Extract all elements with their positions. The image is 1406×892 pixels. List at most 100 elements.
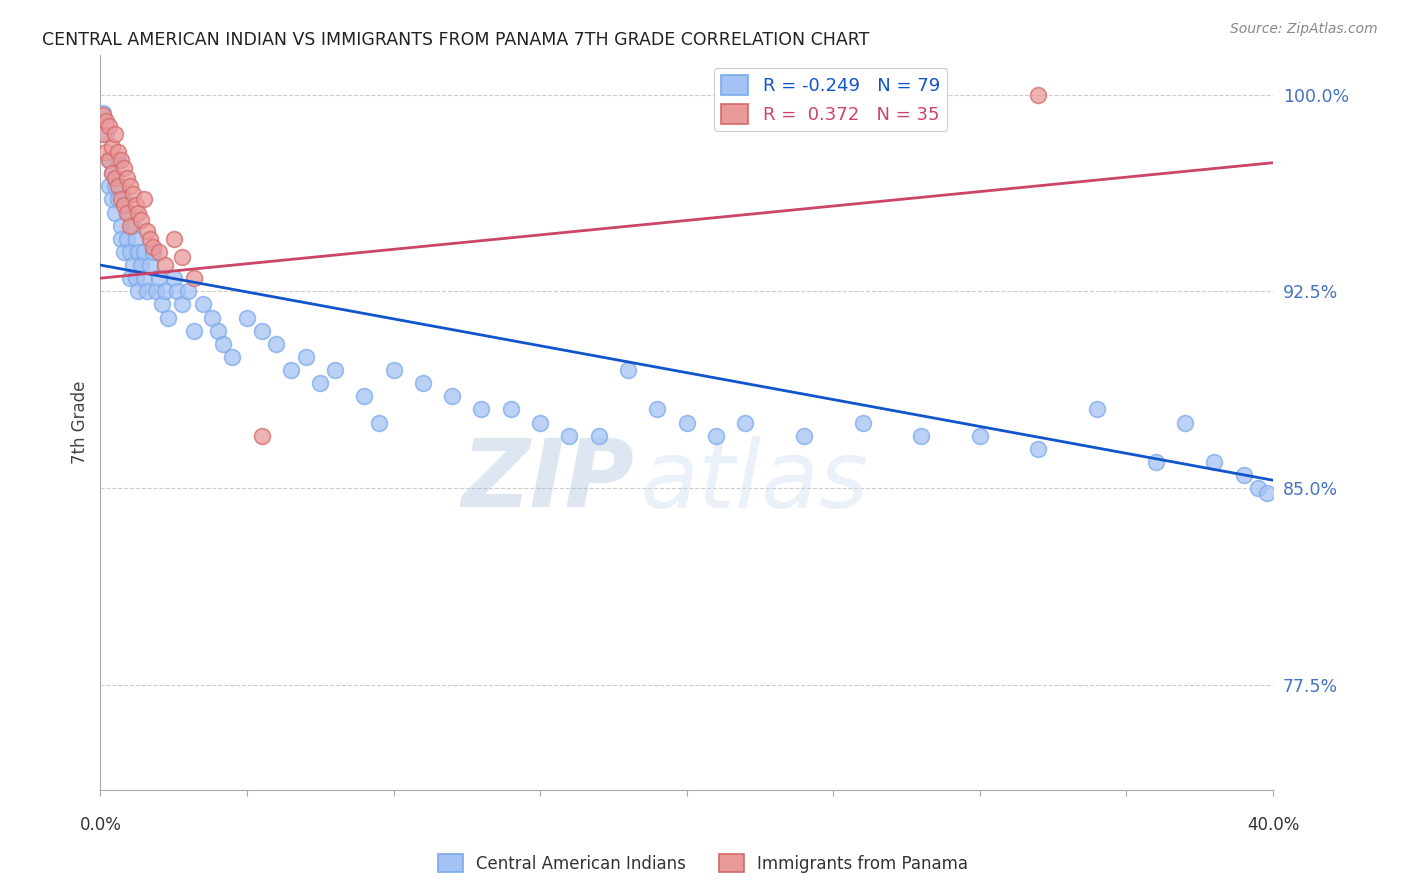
Point <box>150 297 173 311</box>
Point <box>309 376 332 391</box>
Point <box>910 428 932 442</box>
Point <box>1085 402 1108 417</box>
Point <box>675 416 697 430</box>
Point <box>91 127 114 141</box>
Point <box>734 416 756 430</box>
Text: 40.0%: 40.0% <box>1247 816 1299 834</box>
Point <box>96 145 118 160</box>
Point <box>127 285 149 299</box>
Point <box>704 428 727 442</box>
Point <box>110 193 132 207</box>
Point <box>201 310 224 325</box>
Legend: R = -0.249   N = 79, R =  0.372   N = 35: R = -0.249 N = 79, R = 0.372 N = 35 <box>714 68 948 131</box>
Point <box>148 271 170 285</box>
Point <box>91 106 114 120</box>
Text: ZIP: ZIP <box>461 435 634 527</box>
Point <box>177 285 200 299</box>
Point <box>98 119 121 133</box>
Point <box>323 363 346 377</box>
Point <box>1028 442 1050 456</box>
Point <box>115 205 138 219</box>
Point <box>367 416 389 430</box>
Point <box>156 310 179 325</box>
Point <box>1247 481 1270 495</box>
Point <box>131 213 153 227</box>
Point <box>124 232 146 246</box>
Point <box>101 166 124 180</box>
Point <box>382 363 405 377</box>
Point <box>98 153 121 167</box>
Point <box>107 153 129 167</box>
Point <box>115 171 138 186</box>
Point <box>104 127 127 141</box>
Point <box>101 140 124 154</box>
Point <box>1028 87 1050 102</box>
Point <box>145 285 167 299</box>
Point <box>280 363 302 377</box>
Point <box>112 193 135 207</box>
Point <box>127 244 149 259</box>
Point <box>617 363 640 377</box>
Point <box>353 389 375 403</box>
Point <box>162 232 184 246</box>
Point <box>1204 455 1226 469</box>
Point <box>104 171 127 186</box>
Point <box>191 297 214 311</box>
Point <box>131 258 153 272</box>
Point <box>124 271 146 285</box>
Point <box>162 271 184 285</box>
Point <box>101 193 124 207</box>
Point <box>104 205 127 219</box>
Point <box>134 244 156 259</box>
Point <box>250 324 273 338</box>
Point <box>1233 467 1256 482</box>
Point <box>91 108 114 122</box>
Point <box>127 205 149 219</box>
Point <box>153 258 176 272</box>
Point <box>207 324 229 338</box>
Point <box>1256 486 1278 500</box>
Text: Source: ZipAtlas.com: Source: ZipAtlas.com <box>1230 22 1378 37</box>
Point <box>441 389 464 403</box>
Point <box>142 240 165 254</box>
Point <box>412 376 434 391</box>
Point <box>121 187 143 202</box>
Point <box>112 197 135 211</box>
Point <box>499 402 522 417</box>
Point <box>118 244 141 259</box>
Point <box>250 428 273 442</box>
Point <box>134 193 156 207</box>
Point <box>110 232 132 246</box>
Point <box>221 350 243 364</box>
Point <box>101 166 124 180</box>
Point <box>110 153 132 167</box>
Point <box>107 179 129 194</box>
Text: 0.0%: 0.0% <box>79 816 121 834</box>
Point <box>793 428 815 442</box>
Text: atlas: atlas <box>640 436 868 527</box>
Point <box>294 350 316 364</box>
Point <box>148 244 170 259</box>
Point <box>851 416 873 430</box>
Point <box>98 179 121 194</box>
Point <box>118 219 141 233</box>
Point <box>588 428 610 442</box>
Point <box>121 258 143 272</box>
Point <box>142 244 165 259</box>
Point <box>264 336 287 351</box>
Point <box>172 297 194 311</box>
Point <box>139 232 162 246</box>
Point <box>96 113 118 128</box>
Point <box>236 310 259 325</box>
Point <box>121 219 143 233</box>
Point <box>153 285 176 299</box>
Point <box>118 271 141 285</box>
Point <box>107 193 129 207</box>
Point <box>529 416 551 430</box>
Point <box>115 232 138 246</box>
Point <box>136 285 159 299</box>
Point <box>115 205 138 219</box>
Point <box>1144 455 1167 469</box>
Point <box>112 161 135 175</box>
Point <box>470 402 492 417</box>
